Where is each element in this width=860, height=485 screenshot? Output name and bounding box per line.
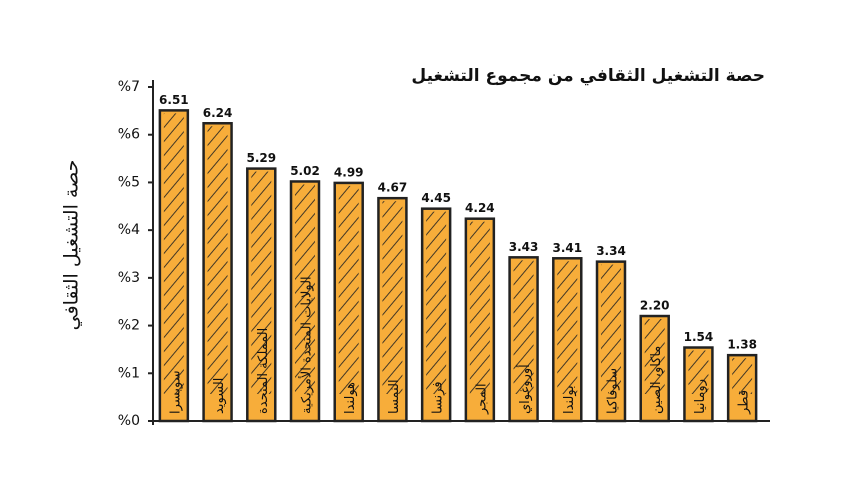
y-tick-label: %6 — [118, 127, 140, 143]
value-label: 4.67 — [378, 181, 408, 195]
x-tick-label: المجر — [474, 383, 489, 415]
x-tick-label: قطر — [737, 390, 752, 415]
value-label: 6.51 — [159, 93, 189, 107]
bar-hatch — [295, 184, 315, 394]
x-tick-label: النمسا — [387, 379, 402, 414]
bar-hatch — [644, 319, 665, 394]
bar-hatch — [688, 350, 709, 394]
y-tick-label: %0 — [118, 413, 140, 429]
y-axis-label: حصة التشغيل الثقافي — [61, 160, 83, 331]
value-label: 3.41 — [552, 241, 582, 255]
x-tick-label: رومانيا — [693, 379, 708, 414]
y-tick-label: %7 — [118, 79, 140, 95]
bar-hatch — [601, 264, 621, 394]
value-label: 4.45 — [421, 191, 451, 205]
value-label: 3.34 — [596, 244, 626, 258]
y-tick-label: %5 — [118, 174, 140, 190]
chart-title: حصة التشغيل الثقافي من مجموع التشغيل — [411, 66, 765, 86]
bar-hatch — [513, 260, 534, 394]
bar-hatch — [207, 126, 228, 395]
x-tick-label: فرنسا — [431, 381, 446, 414]
value-label: 5.02 — [290, 164, 320, 178]
value-label: 4.99 — [334, 165, 364, 179]
y-tick-label: %3 — [118, 270, 140, 286]
value-label: 3.43 — [509, 240, 539, 254]
bar-hatch — [338, 185, 359, 394]
value-label: 5.29 — [246, 151, 276, 165]
value-label: 4.24 — [465, 201, 495, 215]
x-tick-label: سويسرا — [168, 370, 183, 414]
bar-hatch — [732, 358, 753, 394]
bar-hatch — [426, 211, 447, 394]
y-tick-label: %4 — [118, 222, 140, 238]
value-label: 1.54 — [684, 330, 714, 344]
x-tick-label: السويد — [212, 378, 227, 414]
x-tick-label: بولندا — [562, 385, 577, 414]
x-tick-label: هولندا — [343, 382, 358, 414]
value-label: 2.20 — [640, 299, 670, 313]
bar-hatch — [163, 113, 184, 394]
y-tick-label: %2 — [118, 318, 140, 334]
y-tick-label: %1 — [118, 365, 140, 381]
bar-hatch — [557, 261, 578, 394]
x-tick-label: أوروغواي — [516, 364, 533, 414]
x-tick-label: ماكاو، الصين — [649, 346, 664, 414]
value-label: 6.24 — [203, 106, 233, 120]
x-tick-label: الولايات المتحدة الأمريكية — [298, 276, 315, 414]
bar-hatch — [251, 171, 272, 394]
bar-hatch — [469, 221, 490, 394]
x-tick-label: سلوفاكيا — [606, 368, 621, 414]
value-label: 1.38 — [727, 338, 757, 352]
x-tick-label: المملكة المتحدة — [256, 328, 271, 414]
bar-hatch — [382, 201, 403, 394]
